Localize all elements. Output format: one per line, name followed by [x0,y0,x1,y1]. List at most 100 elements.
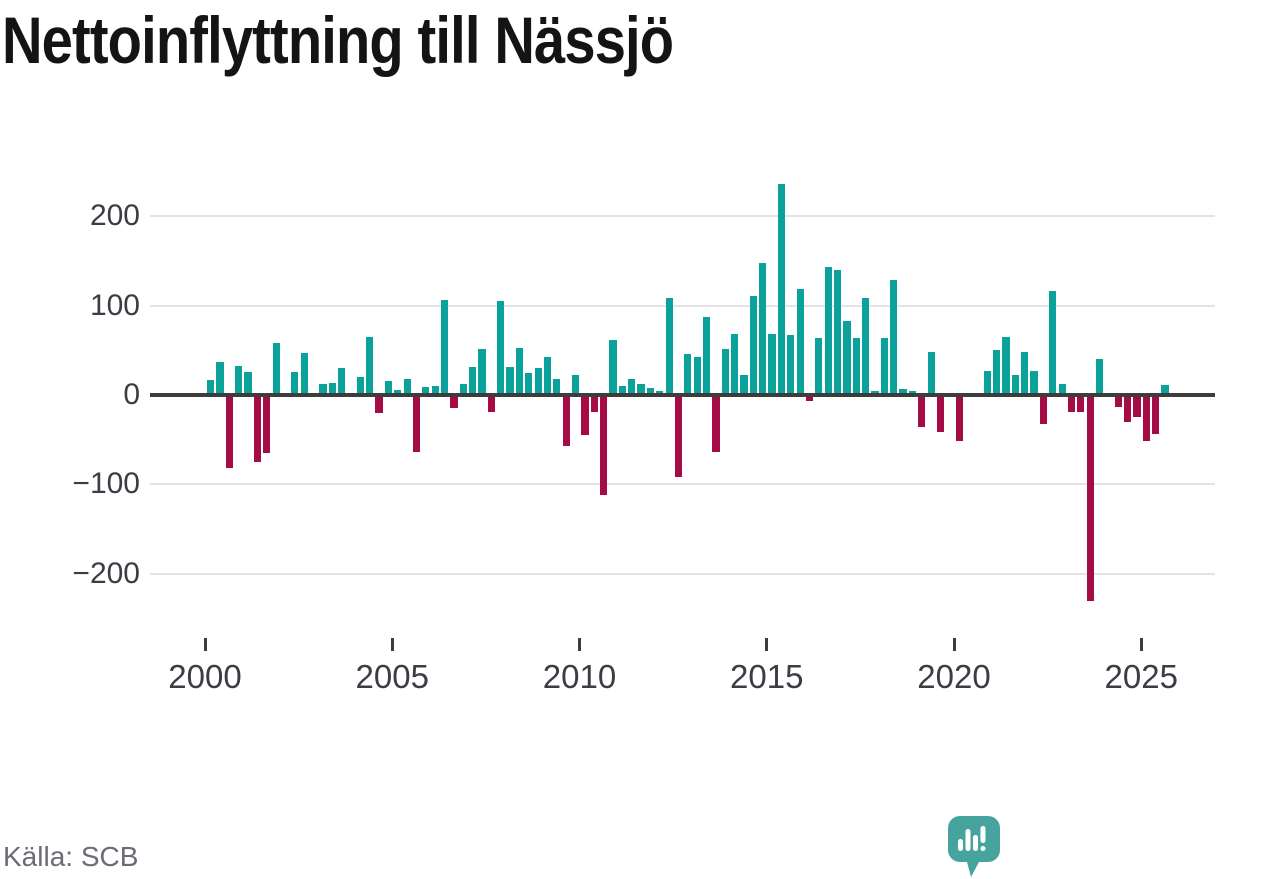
bar [543,356,552,395]
y-tick-label: −200 [72,556,140,590]
bar [1133,395,1141,418]
bar [609,339,617,395]
bar [731,334,739,395]
x-tick-label: 2005 [355,658,429,695]
bar [1124,395,1132,422]
bar [693,356,701,395]
bar [862,297,870,395]
bar [1058,384,1066,395]
bar [759,262,767,395]
bar [908,390,917,395]
bar [235,365,243,395]
bar [936,395,945,432]
bar [1030,370,1038,395]
bar [983,370,991,395]
x-tick-label: 2015 [730,658,804,695]
bar [880,337,888,395]
x-tick-label: 2025 [1104,658,1178,695]
bar [740,375,748,395]
bar [749,295,757,395]
bar [412,395,421,453]
bar [993,349,1001,395]
bar [534,368,542,395]
bar [263,395,271,453]
bar [646,387,655,395]
bar [712,395,720,453]
x-tick-mark [203,638,207,651]
x-tick-mark [952,638,956,651]
bar [1049,290,1057,395]
bar [553,378,561,395]
bar [525,372,533,395]
bar [403,378,411,395]
gridline [150,304,1215,307]
bar [1095,359,1104,395]
newsworthy-speech-bubble-chart-icon [948,816,1000,877]
y-tick-label: 200 [89,199,140,233]
bar [768,334,776,395]
bar [515,347,524,395]
gridline [150,572,1215,575]
bar [440,300,449,395]
bar [927,352,935,395]
bar [787,335,795,395]
bar [328,383,336,395]
bar [1039,395,1048,424]
bar [422,387,430,395]
bar [833,270,842,395]
bar [674,395,683,478]
bar [225,395,233,469]
x-tick-mark [578,638,581,651]
x-tick-label: 2010 [542,658,617,695]
x-tick-mark [1139,638,1143,651]
bar [459,384,467,395]
bar [637,384,645,395]
y-tick-label: −100 [72,467,140,501]
bar [1077,395,1085,412]
bar [918,395,926,428]
bar [469,367,477,395]
bar [824,267,832,395]
y-tick-label: 100 [89,288,140,322]
x-tick-mark [765,638,769,651]
x-tick-label: 2020 [917,658,991,695]
bar [1161,385,1169,395]
bar [1142,395,1150,442]
bar [216,362,224,395]
bar [450,395,458,408]
bar [1021,352,1029,395]
bar [852,337,860,395]
bar [702,317,711,395]
source-label: Källa: SCB [3,841,139,872]
bar [618,386,626,395]
gridline [150,483,1215,486]
y-tick-label: 0 [123,378,140,411]
bar [366,337,374,395]
bar [1002,337,1010,395]
bar [562,395,570,446]
bar [506,367,514,395]
bar [1067,395,1076,412]
bar [955,395,963,441]
bar [815,337,823,395]
bar [581,395,589,436]
x-tick-label: 2000 [168,658,242,695]
bar [1011,374,1019,395]
bar [590,395,598,412]
bar [375,395,383,413]
bar [478,348,486,395]
x-tick-mark [390,638,394,651]
bar [431,386,439,395]
bar [319,384,327,395]
bar [1152,395,1160,435]
bar [571,375,580,395]
bar [497,301,505,395]
bar [394,389,402,395]
bar [244,371,252,395]
bar [843,320,851,395]
bar [628,378,636,395]
bar [272,343,280,395]
bar [487,395,495,412]
bar [899,388,907,395]
bar [796,288,804,395]
